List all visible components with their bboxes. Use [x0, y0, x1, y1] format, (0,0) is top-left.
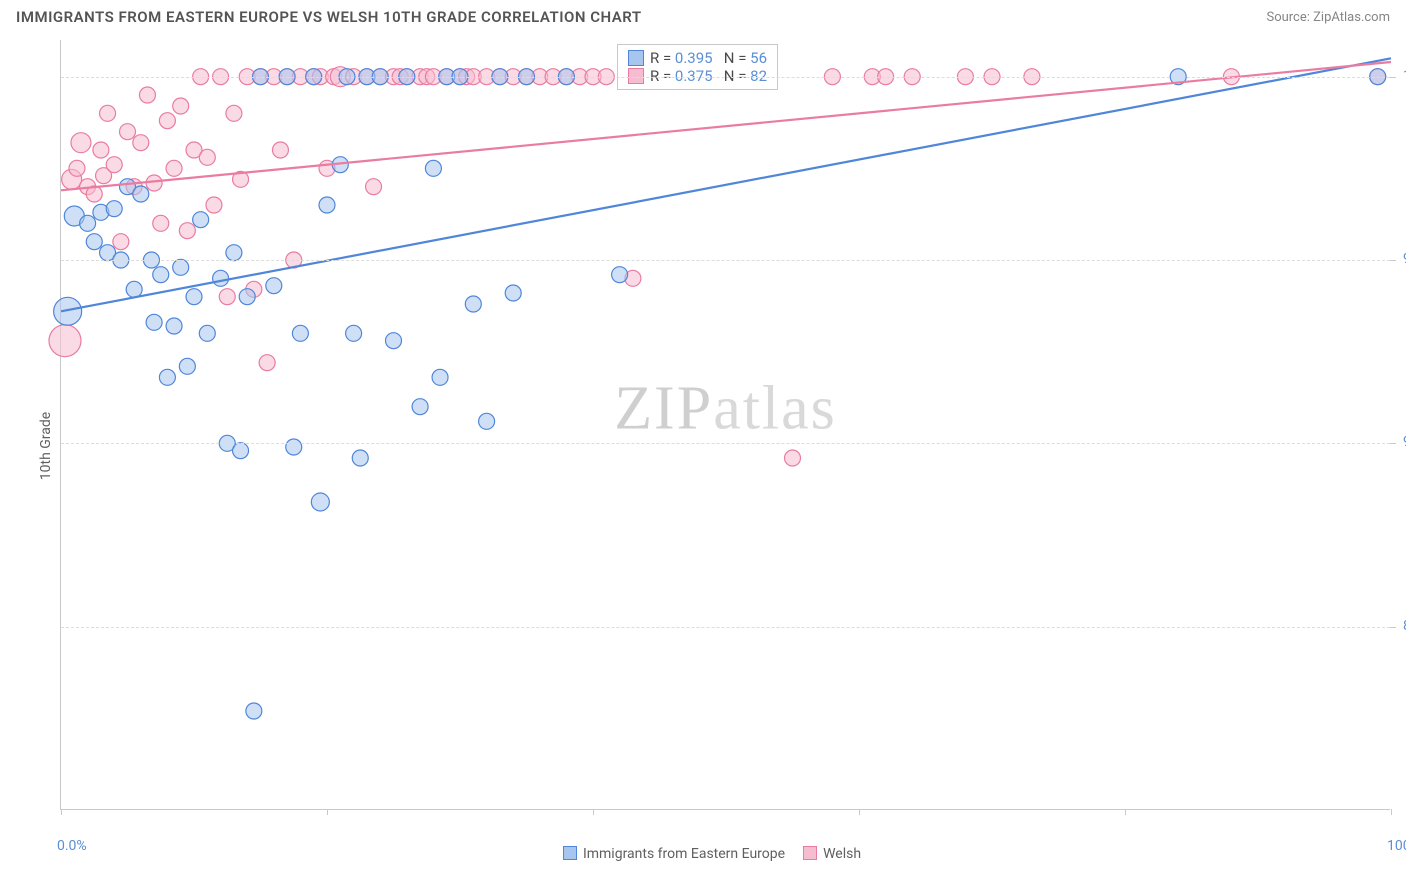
data-point — [159, 369, 175, 385]
data-point — [69, 160, 85, 176]
gridline-h — [61, 627, 1390, 628]
data-point — [146, 175, 162, 191]
series-legend: Immigrants from Eastern Europe Welsh — [0, 846, 1406, 862]
data-point — [239, 289, 255, 305]
data-point — [93, 142, 109, 158]
data-point — [612, 267, 628, 283]
gridline-h — [61, 443, 1390, 444]
data-point — [366, 179, 382, 195]
data-point — [173, 259, 189, 275]
data-point — [166, 160, 182, 176]
legend-swatch — [803, 846, 817, 860]
data-point — [193, 212, 209, 228]
data-point — [86, 234, 102, 250]
data-point — [173, 98, 189, 114]
correlation-legend: R = 0.395 N = 56R = 0.375 N = 82 — [617, 44, 778, 90]
data-point — [213, 270, 229, 286]
legend-series-label: Immigrants from Eastern Europe — [583, 846, 785, 862]
gridline-h — [61, 260, 1390, 261]
data-point — [199, 325, 215, 341]
legend-series-label: Welsh — [823, 846, 861, 862]
data-point — [80, 215, 96, 231]
legend-swatch — [628, 50, 644, 66]
data-point — [266, 278, 282, 294]
data-point — [106, 201, 122, 217]
data-point — [311, 493, 329, 511]
data-point — [186, 289, 202, 305]
data-point — [432, 369, 448, 385]
data-point — [233, 443, 249, 459]
data-point — [272, 142, 288, 158]
data-point — [319, 197, 335, 213]
source-label: Source: ZipAtlas.com — [1266, 10, 1390, 25]
data-point — [352, 450, 368, 466]
data-point — [159, 113, 175, 129]
data-point — [346, 325, 362, 341]
data-point — [133, 135, 149, 151]
data-point — [785, 450, 801, 466]
data-point — [425, 160, 441, 176]
gridline-h — [61, 77, 1390, 78]
data-point — [139, 87, 155, 103]
data-point — [226, 245, 242, 261]
data-point — [246, 703, 262, 719]
data-point — [199, 149, 215, 165]
scatter-svg — [61, 40, 1390, 809]
data-point — [505, 285, 521, 301]
data-point — [219, 289, 235, 305]
data-point — [153, 267, 169, 283]
trendline — [61, 58, 1391, 311]
data-point — [286, 439, 302, 455]
data-point — [49, 325, 81, 357]
data-point — [479, 413, 495, 429]
data-point — [106, 157, 122, 173]
data-point — [71, 133, 91, 153]
plot-area: ZIPatlas R = 0.395 N = 56R = 0.375 N = 8… — [60, 40, 1390, 810]
legend-r-value: 0.395 — [675, 49, 713, 67]
legend-n-value: 56 — [750, 49, 767, 67]
data-point — [133, 186, 149, 202]
data-point — [126, 281, 142, 297]
legend-swatch — [563, 846, 577, 860]
data-point — [120, 124, 136, 140]
data-point — [113, 234, 129, 250]
data-point — [206, 197, 222, 213]
data-point — [166, 318, 182, 334]
data-point — [386, 333, 402, 349]
data-point — [54, 297, 82, 325]
y-axis-label: 10th Grade — [38, 412, 54, 480]
data-point — [226, 105, 242, 121]
data-point — [465, 296, 481, 312]
data-point — [259, 355, 275, 371]
data-point — [179, 358, 195, 374]
data-point — [153, 215, 169, 231]
data-point — [146, 314, 162, 330]
legend-row: R = 0.395 N = 56 — [628, 49, 767, 67]
data-point — [292, 325, 308, 341]
chart-title: IMMIGRANTS FROM EASTERN EUROPE VS WELSH … — [16, 8, 642, 26]
data-point — [100, 105, 116, 121]
chart-header: IMMIGRANTS FROM EASTERN EUROPE VS WELSH … — [0, 0, 1406, 30]
data-point — [412, 399, 428, 415]
data-point — [179, 223, 195, 239]
